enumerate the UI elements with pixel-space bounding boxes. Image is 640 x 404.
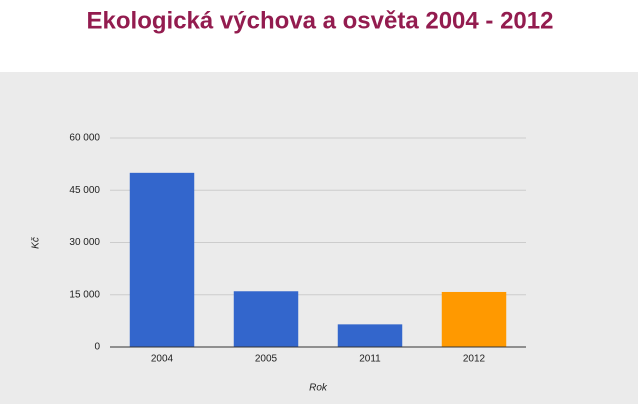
y-tick-label: 30 000 bbox=[69, 237, 100, 248]
bar bbox=[441, 291, 507, 347]
chart-background bbox=[0, 72, 638, 404]
y-tick-label: 15 000 bbox=[69, 289, 100, 300]
x-tick-label: 2011 bbox=[359, 354, 381, 365]
bar bbox=[233, 291, 299, 347]
y-tick-label: 0 bbox=[94, 342, 100, 353]
x-axis-title: Rok bbox=[309, 383, 328, 394]
x-tick-label: 2012 bbox=[463, 354, 486, 365]
y-tick-label: 45 000 bbox=[69, 185, 100, 196]
x-tick-label: 2004 bbox=[151, 354, 174, 365]
chart-title: Ekologická výchova a osvěta 2004 - 2012 bbox=[87, 7, 554, 34]
bar bbox=[129, 172, 195, 347]
x-tick-label: 2005 bbox=[255, 354, 278, 365]
y-axis-title: Kč bbox=[31, 237, 42, 249]
y-tick-label: 60 000 bbox=[69, 133, 100, 144]
bar bbox=[337, 324, 403, 347]
